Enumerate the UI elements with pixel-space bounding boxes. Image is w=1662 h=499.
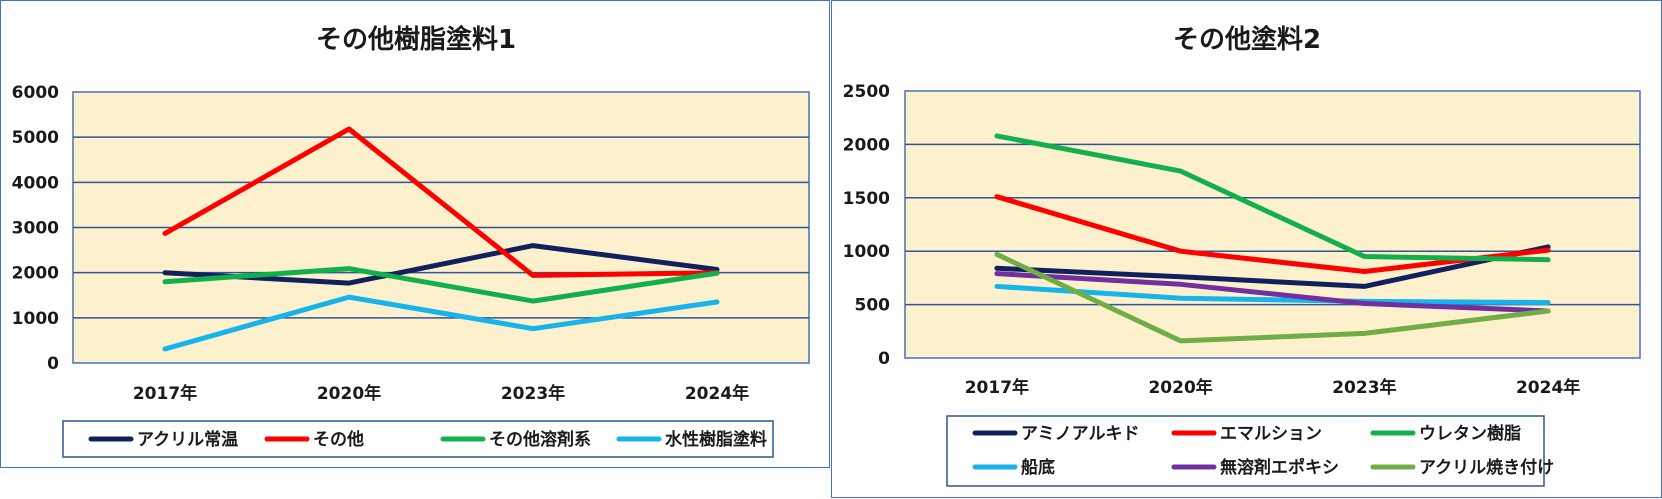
chart-1-y-tick-label: 6000	[12, 83, 59, 103]
chart-2-y-tick-label: 1000	[843, 242, 890, 262]
chart-2-plot-area	[904, 90, 1641, 359]
chart-1-y-tick-label: 5000	[12, 128, 59, 148]
chart-2-y-tick-label: 500	[855, 296, 891, 316]
chart-1-x-tick-label: 2020年	[317, 383, 381, 404]
chart-1-title: その他樹脂塗料1	[316, 24, 516, 55]
chart-1-y-tick-label: 3000	[12, 219, 59, 239]
chart-2-series-line-2	[994, 194, 1551, 274]
chart-2-series-line-1	[994, 244, 1551, 289]
chart-2-series-line-6	[994, 251, 1551, 344]
chart-2-legend-label: アクリル焼き付け	[1419, 457, 1554, 478]
chart-1-y-tick-label: 0	[47, 354, 59, 374]
chart-2-x-tick-label: 2017年	[965, 377, 1029, 398]
chart-1-legend-label: その他溶剤系	[489, 429, 591, 450]
chart-2-y-tick-label: 0	[878, 349, 890, 369]
chart-2-x-tick-label: 2023年	[1332, 377, 1396, 398]
chart-panel-2: その他塗料2 0 500 1000 1500 2000 2500 2017年 2020年 2023…	[831, 0, 1662, 498]
chart-2-y-tick-label: 1500	[843, 189, 890, 209]
chart-2-legend-label: エマルション	[1220, 424, 1322, 444]
chart-1-y-tick-label: 1000	[12, 309, 59, 329]
chart-1-series-line-1	[162, 243, 720, 286]
chart-1-x-tick-label: 2024年	[685, 383, 749, 404]
chart-2-legend	[946, 415, 1545, 487]
chart-1-series-line-4	[162, 294, 720, 352]
chart-1-y-tick-label: 2000	[12, 264, 59, 284]
chart-2-svg: その他塗料2 0 500 1000 1500 2000 2500 2017年 2020年 2023…	[843, 24, 1641, 487]
chart-2-y-tick-label: 2500	[843, 82, 890, 102]
chart-2-series-line-4	[994, 283, 1551, 305]
chart-2-x-tick-label: 2020年	[1148, 377, 1212, 398]
chart-2-series-line-5	[994, 271, 1551, 314]
chart-1-svg: その他樹脂塗料1 0 1000 2000 3000 4000 5000 6000 2017年 20…	[12, 24, 810, 458]
chart-2-legend-label: ウレタン樹脂	[1419, 423, 1521, 444]
chart-1-series-line-2	[162, 126, 720, 278]
chart-1-legend-label: その他	[313, 429, 364, 450]
chart-1-x-tick-label: 2017年	[133, 383, 197, 404]
chart-2-title: その他塗料2	[1173, 24, 1321, 55]
chart-2-y-tick-label: 2000	[843, 135, 890, 155]
chart-1-x-tick-label: 2023年	[501, 383, 565, 404]
chart-2-legend-label: アミノアルキド	[1021, 424, 1140, 444]
chart-1-legend-label: 水性樹脂塗料	[665, 429, 767, 450]
chart-2-legend-label: 船底	[1021, 457, 1055, 478]
chart-2-legend-label: 無溶剤エポキシ	[1220, 457, 1339, 478]
chart-1-y-tick-label: 4000	[12, 173, 59, 193]
chart-panel-1: その他樹脂塗料1 0 1000 2000 3000 4000 5000 6000 2017年 20…	[0, 0, 830, 468]
chart-2-series-line-3	[994, 133, 1551, 263]
chart-1-series-line-3	[162, 266, 720, 304]
chart-1-legend-label: アクリル常温	[137, 429, 238, 450]
chart-2-x-tick-label: 2024年	[1516, 377, 1580, 398]
